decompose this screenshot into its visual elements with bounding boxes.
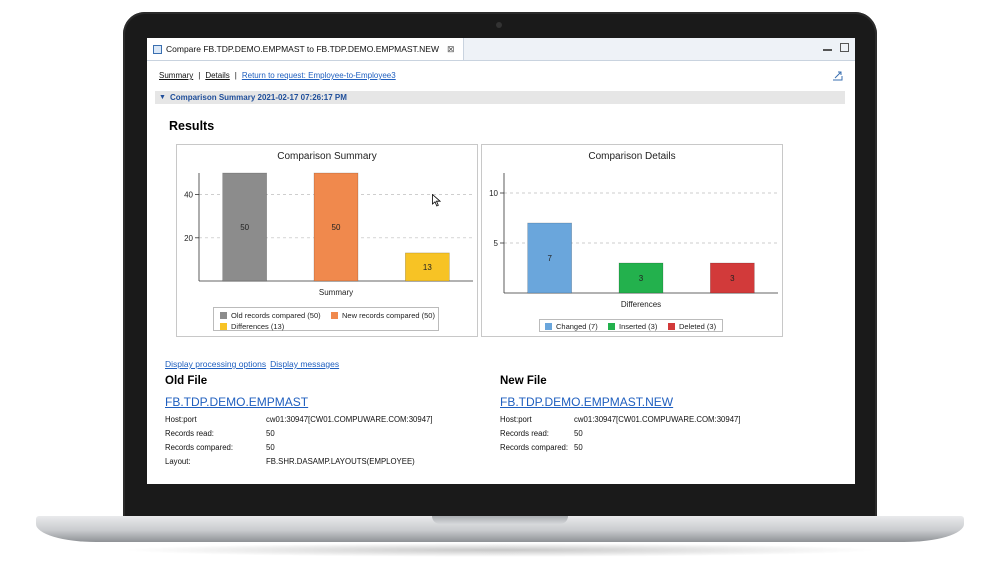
view-nav: Summary | Details | Return to request: E…: [159, 71, 396, 80]
display-processing-options-link[interactable]: Display processing options: [165, 359, 267, 369]
legend-label: Changed (7): [556, 322, 598, 331]
comparison-summary-chart: Comparison Summary 20 40 50 50 13 Summary Old…: [176, 144, 478, 337]
laptop-notch: [432, 516, 568, 524]
legend-label: New records compared (50): [342, 311, 435, 320]
legend-label: Inserted (3): [619, 322, 658, 331]
summary-link[interactable]: Summary: [159, 71, 194, 80]
details-link[interactable]: Details: [205, 71, 230, 80]
new-file-heading: New File: [500, 375, 547, 387]
legend-label: Deleted (3): [679, 322, 717, 331]
legend-item: Differences (13): [220, 322, 284, 331]
y-tick-label: 5: [494, 239, 499, 248]
chart-legend: Old records compared (50) New records co…: [213, 307, 439, 331]
comparison-details-chart: Comparison Details 5 10 7 3 3 Differences Cha…: [481, 144, 783, 337]
host-port-value: cw01:30947[CW01.COMPUWARE.COM:30947]: [574, 415, 741, 424]
x-axis-label: Summary: [319, 288, 353, 297]
comparison-summary-plot: 20 40 50 50 13 Summary: [184, 172, 473, 297]
records-compared-label: Records compared:: [500, 443, 569, 452]
bar: [313, 172, 359, 282]
old-file-details: Host:port cw01:30947[CW01.COMPUWARE.COM:…: [165, 415, 485, 475]
laptop-shadow: [120, 543, 880, 557]
bar: [222, 172, 267, 282]
y-tick-label: 20: [184, 234, 193, 243]
bar-value-label: 50: [332, 223, 341, 232]
legend-swatch: [220, 312, 227, 319]
legend-item: Inserted (3): [608, 322, 657, 331]
bar-value-label: 7: [547, 254, 552, 263]
screen: Compare FB.TDP.DEMO.EMPMAST to FB.TDP.DE…: [147, 38, 855, 484]
host-port-label: Host:port: [165, 415, 197, 424]
layout-label: Layout:: [165, 457, 191, 466]
legend-item: Deleted (3): [668, 322, 716, 331]
chart-legend: Changed (7) Inserted (3) Deleted (3): [539, 319, 723, 332]
records-read-value: 50: [574, 429, 583, 438]
comparison-summary-section-header[interactable]: ▼ Comparison Summary 2021-02-17 07:26:17…: [155, 91, 845, 104]
legend-item: Old records compared (50): [220, 311, 321, 320]
display-links: Display processing options Display messa…: [165, 359, 339, 369]
legend-label: Old records compared (50): [231, 311, 321, 320]
export-icon[interactable]: [832, 70, 843, 81]
host-port-value: cw01:30947[CW01.COMPUWARE.COM:30947]: [266, 415, 433, 424]
nav-separator: |: [198, 71, 201, 80]
chart-title: Comparison Details: [588, 151, 676, 162]
legend-item: Changed (7): [545, 322, 598, 331]
records-compared-label: Records compared:: [165, 443, 234, 452]
bar: [405, 252, 450, 282]
display-messages-link[interactable]: Display messages: [270, 359, 340, 369]
x-axis-label: Differences: [621, 300, 661, 309]
new-file-details: Host:port cw01:30947[CW01.COMPUWARE.COM:…: [500, 415, 820, 461]
y-tick-label: 40: [184, 191, 193, 200]
legend-swatch: [608, 323, 615, 330]
window-controls: [823, 43, 849, 52]
old-file-link[interactable]: FB.TDP.DEMO.EMPMAST: [165, 395, 309, 409]
bar-value-label: 3: [730, 274, 735, 283]
records-compared-value: 50: [574, 443, 583, 452]
records-read-label: Records read:: [500, 429, 549, 438]
records-compared-value: 50: [266, 443, 275, 452]
maximize-icon[interactable]: [840, 43, 849, 52]
legend-swatch: [668, 323, 675, 330]
chart-title: Comparison Summary: [277, 151, 377, 162]
records-read-label: Records read:: [165, 429, 214, 438]
bar-value-label: 50: [240, 223, 249, 232]
close-tab-icon[interactable]: ⊠: [447, 43, 455, 54]
bar: [618, 262, 664, 294]
editor-tab-bar: Compare FB.TDP.DEMO.EMPMAST to FB.TDP.DE…: [147, 38, 855, 61]
layout-value: FB.SHR.DASAMP.LAYOUTS(EMPLOYEE): [266, 457, 415, 466]
comparison-details-plot: 5 10 7 3 3 Differences: [489, 173, 778, 309]
old-file-heading: Old File: [165, 375, 208, 387]
compare-icon: [153, 44, 162, 54]
y-tick-label: 10: [489, 189, 498, 198]
bar-value-label: 3: [639, 274, 644, 283]
collapse-triangle-icon[interactable]: ▼: [159, 94, 166, 101]
nav-separator: |: [234, 71, 237, 80]
records-read-value: 50: [266, 429, 275, 438]
mouse-cursor-icon: [432, 193, 442, 212]
return-to-request-link[interactable]: Return to request: Employee-to-Employee3: [241, 71, 396, 80]
legend-item: New records compared (50): [331, 311, 435, 320]
bar: [710, 262, 755, 294]
legend-swatch: [545, 323, 552, 330]
legend-swatch: [331, 312, 338, 319]
laptop-camera: [496, 22, 502, 28]
host-port-label: Host:port: [500, 415, 532, 424]
legend-swatch: [220, 323, 227, 330]
legend-label: Differences (13): [231, 322, 285, 331]
bar: [527, 222, 572, 294]
bar-value-label: 13: [423, 263, 432, 272]
editor-tab[interactable]: Compare FB.TDP.DEMO.EMPMAST to FB.TDP.DE…: [147, 38, 464, 60]
results-heading: Results: [169, 119, 215, 133]
tab-title: Compare FB.TDP.DEMO.EMPMAST to FB.TDP.DE…: [166, 44, 439, 54]
section-title: Comparison Summary 2021-02-17 07:26:17 P…: [169, 93, 347, 102]
minimize-icon[interactable]: [823, 45, 832, 51]
new-file-link[interactable]: FB.TDP.DEMO.EMPMAST.NEW: [500, 395, 674, 409]
